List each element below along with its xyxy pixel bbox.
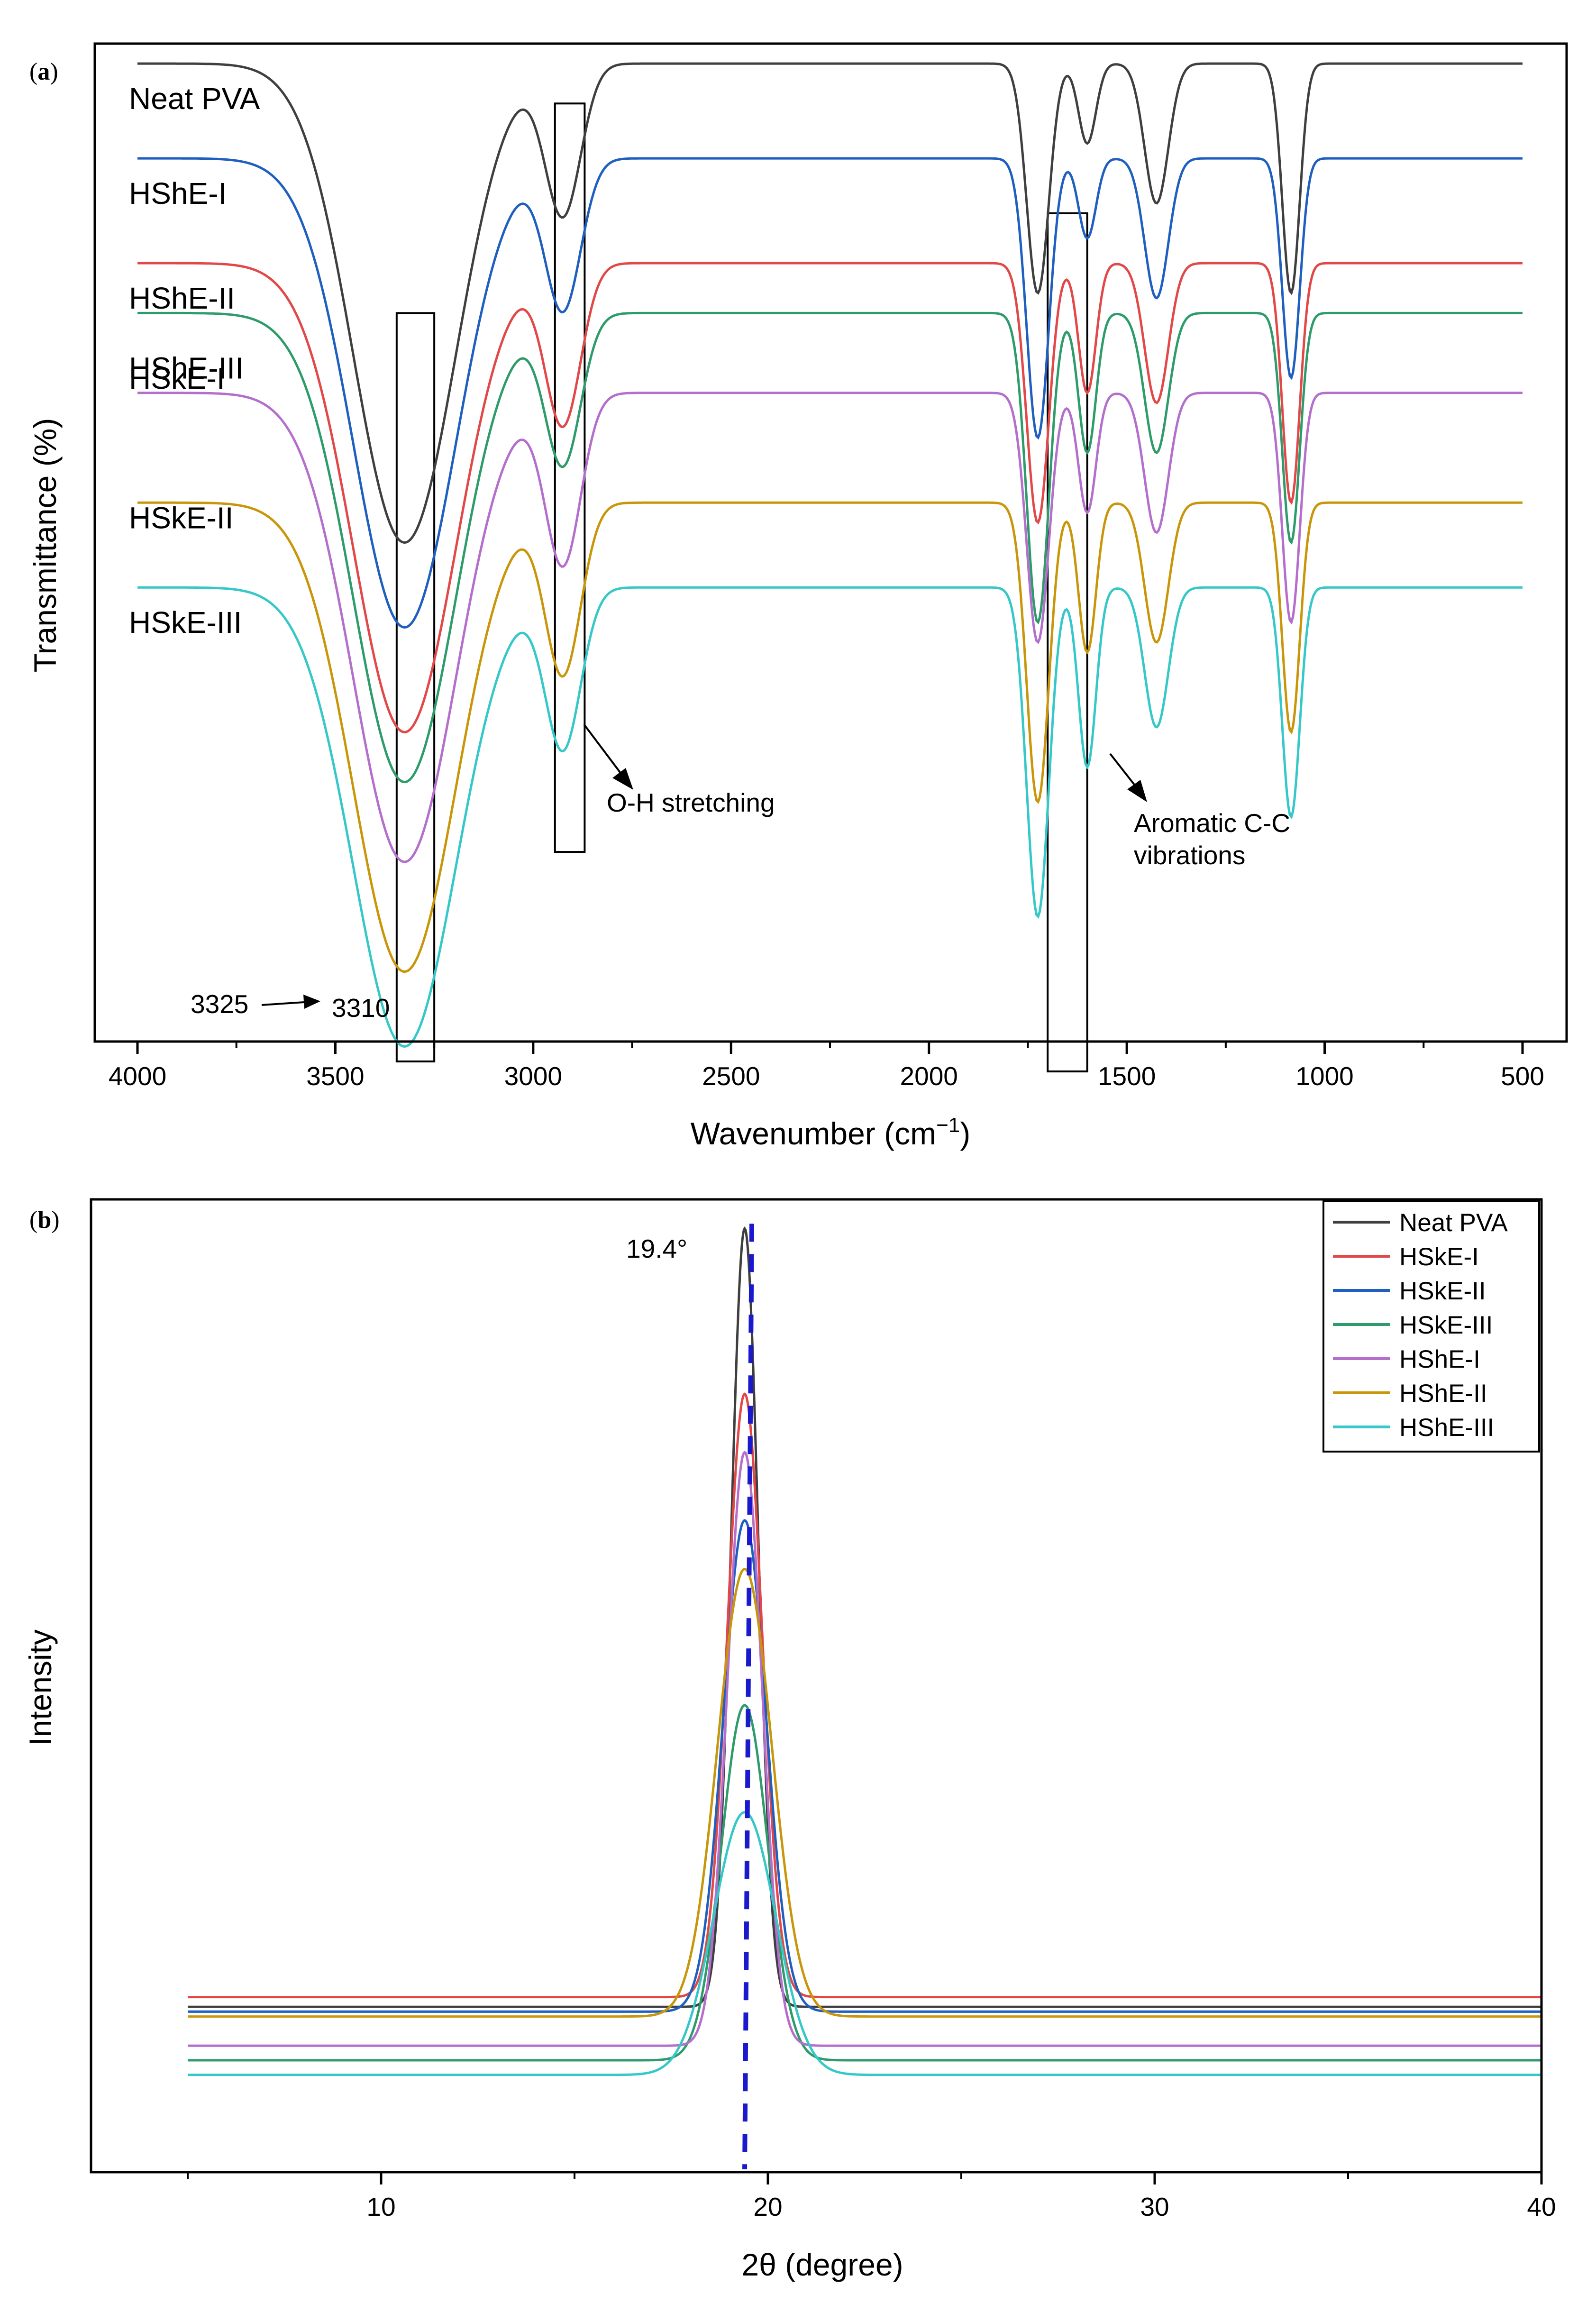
xrd-series-hshe-i (188, 1451, 1541, 2047)
peak-position-label: 19.4° (626, 1234, 687, 1263)
panel-b-label-letter: b (37, 1206, 51, 1234)
aromatic-arrow-line (1109, 753, 1139, 790)
ftir-x-tick-label: 1500 (1098, 1061, 1156, 1091)
panel-a-label-letter: a (37, 58, 50, 85)
xrd-series-hske-i (188, 1392, 1541, 1999)
ftir-series-label-hske-iii: HSkE-III (129, 605, 242, 640)
ftir-series-label-hshe-iii: HShE-III (129, 351, 244, 385)
ftir-x-axis-label-main: Wavenumber (cm (691, 1116, 936, 1151)
xrd-series-neat-pva (188, 1226, 1541, 2008)
xrd-plot-frame (90, 1198, 1543, 2174)
ftir-x-tick-label: 4000 (109, 1061, 166, 1091)
ftir-x-tick-label: 500 (1501, 1061, 1544, 1091)
legend-frame (1322, 1200, 1540, 1453)
xrd-series-hshe-ii (188, 1568, 1541, 2018)
legend-label-hshe-i: HShE-I (1399, 1345, 1480, 1373)
ftir-x-tick-label: 2000 (900, 1061, 958, 1091)
ftir-x-tick-label: 1000 (1295, 1061, 1353, 1091)
annotation-box-1 (395, 312, 436, 1063)
panel-a-label: (a) (29, 58, 58, 85)
shift-arrow-head (303, 995, 320, 1009)
legend-label-hshe-ii: HShE-II (1399, 1380, 1487, 1407)
ftir-series-neat-pva (137, 62, 1523, 544)
ftir-x-tick-label: 3000 (504, 1061, 562, 1091)
ftir-x-tick-label: 2500 (702, 1061, 760, 1091)
xrd-x-tick-label: 40 (1527, 2192, 1556, 2221)
legend-label-hske-ii: HSkE-II (1399, 1277, 1486, 1305)
ftir-series-label-neat-pva: Neat PVA (129, 82, 260, 116)
ftir-y-axis-label: Transmittance (%) (27, 418, 63, 673)
ftir-series-hshe-i (137, 157, 1523, 629)
ftir-plot-frame (93, 42, 1568, 1043)
panel-b-label-close: ) (51, 1206, 59, 1234)
ftir-x-tick-label: 3500 (306, 1061, 364, 1091)
panel-b-label-open: ( (29, 1206, 37, 1234)
oh-arrow-line (583, 723, 624, 777)
annotation-box-3 (1047, 212, 1088, 1073)
legend-label-hske-i: HSkE-I (1399, 1243, 1479, 1271)
panel-b-label: (b) (29, 1206, 60, 1234)
ftir-x-axis-label: Wavenumber (cm−1) (691, 1114, 971, 1151)
oh-stretching-label: O-H stretching (607, 788, 775, 817)
legend: Neat PVA HSkE-I HSkE-II HSkE-III HShE-I HShE-… (1322, 1200, 1540, 1453)
aromatic-label-line1: Aromatic C-C (1134, 808, 1290, 838)
legend-label-hshe-iii: HShE-III (1399, 1414, 1494, 1442)
ftir-series-hshe-iii (137, 311, 1523, 784)
legend-label-hske-iii: HSkE-III (1399, 1311, 1493, 1339)
shift-arrow-line (261, 1001, 305, 1006)
panel-a-label-open: ( (29, 58, 37, 85)
panel-a-label-close: ) (50, 58, 58, 85)
ftir-series-label-hske-ii: HSkE-II (129, 501, 233, 535)
ftir-series-label-hske-i: HSkE-I (129, 361, 225, 395)
ftir-series-hshe-ii (137, 262, 1523, 733)
oh-arrow-head (612, 768, 633, 790)
xrd-chart: 19.4° 10 20 30 40 Neat PVA HSkE-I HSkE-II HSkE… (23, 1198, 1556, 2282)
xrd-x-tick-label: 30 (1140, 2192, 1169, 2221)
aromatic-arrow-head (1127, 780, 1147, 802)
peak-position-dashed-line (742, 1224, 755, 2170)
ftir-series-hske-i (137, 392, 1523, 863)
ftir-series-label-hshe-i: HShE-I (129, 176, 227, 210)
ftir-series-hske-iii (137, 586, 1523, 1048)
shift-label-from: 3325 (191, 989, 248, 1019)
shift-label-to: 3310 (332, 993, 390, 1023)
aromatic-label-line2: vibrations (1134, 841, 1245, 870)
xrd-x-tick-label: 10 (366, 2192, 395, 2221)
ftir-series-label-hshe-ii: HShE-II (129, 281, 235, 315)
legend-label-neat-pva: Neat PVA (1399, 1209, 1508, 1237)
ftir-x-axis-label-close: ) (960, 1116, 970, 1151)
xrd-series-hske-ii (188, 1519, 1541, 2013)
ftir-x-axis-label-sup: −1 (936, 1114, 960, 1137)
xrd-series-hske-iii (188, 1704, 1541, 2062)
xrd-x-tick-label: 20 (753, 2192, 782, 2221)
ftir-series-hske-ii (137, 501, 1523, 973)
xrd-x-axis-label: 2θ (degree) (741, 2247, 903, 2282)
xrd-y-axis-label: Intensity (23, 1629, 58, 1746)
xrd-series-hshe-iii (188, 1811, 1541, 2076)
